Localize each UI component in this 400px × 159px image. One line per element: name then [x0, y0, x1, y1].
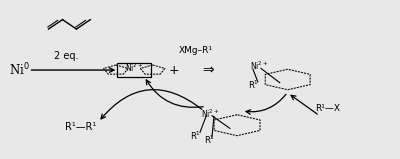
Text: +: + [169, 64, 180, 76]
Text: R$^1$: R$^1$ [204, 134, 216, 146]
Text: ⇒: ⇒ [202, 63, 214, 77]
Text: R$^1$: R$^1$ [248, 79, 259, 91]
Text: Ni$^0$: Ni$^0$ [9, 62, 30, 78]
Text: R$^1$: R$^1$ [190, 129, 202, 142]
Text: R¹—R¹: R¹—R¹ [65, 122, 96, 132]
Text: Ni$^{2+}$: Ni$^{2+}$ [201, 107, 219, 120]
Text: 2 eq.: 2 eq. [54, 51, 79, 61]
Text: Ni$^{2+}$: Ni$^{2+}$ [125, 62, 143, 74]
Text: Ni$^{2+}$: Ni$^{2+}$ [250, 60, 268, 72]
Text: R¹—X: R¹—X [315, 104, 340, 113]
Text: XMg–R¹: XMg–R¹ [179, 46, 213, 55]
